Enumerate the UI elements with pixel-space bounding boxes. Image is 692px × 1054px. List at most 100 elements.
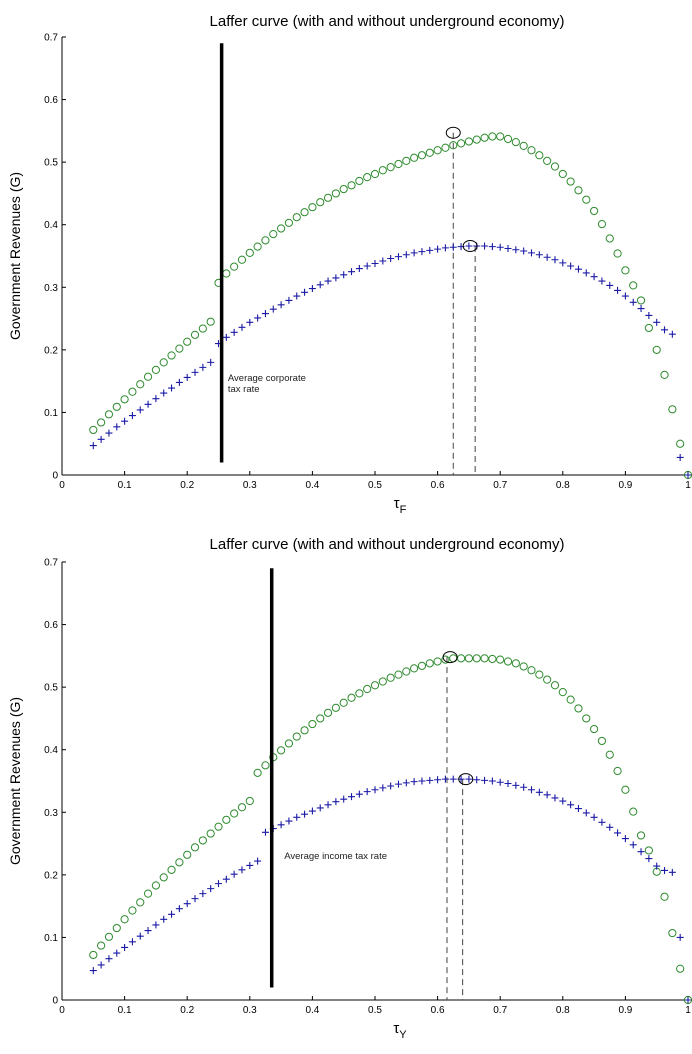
data-point-circle <box>550 162 560 171</box>
data-point-circle <box>660 892 669 901</box>
data-point-circle <box>402 156 411 165</box>
data-point-plus <box>379 784 387 792</box>
data-point-circle <box>613 766 622 776</box>
data-point-circle <box>112 402 121 411</box>
data-point-plus <box>293 292 301 300</box>
data-point-plus <box>191 895 199 903</box>
data-point-plus <box>285 817 293 825</box>
data-point-plus <box>269 305 277 313</box>
data-point-circle <box>370 681 380 690</box>
data-point-circle <box>558 688 567 697</box>
data-point-circle <box>97 941 106 950</box>
x-axis-label: τF <box>394 495 407 516</box>
data-point-circle <box>456 654 466 663</box>
data-point-plus <box>551 794 559 802</box>
data-point-circle <box>597 219 607 229</box>
data-point-circle <box>89 950 98 960</box>
x-tick-label: 0.9 <box>618 480 632 491</box>
chart-title: Laffer curve (with and without undergrou… <box>210 13 565 30</box>
data-point-circle <box>496 655 505 664</box>
data-point-plus <box>614 286 622 294</box>
data-point-circle <box>128 906 137 915</box>
data-point-plus <box>543 791 551 799</box>
data-point-plus <box>559 797 567 805</box>
data-point-plus <box>512 781 520 789</box>
data-point-plus <box>332 798 340 806</box>
y-tick-label: 0 <box>52 996 58 1007</box>
data-point-plus <box>144 400 152 408</box>
series-with-underground <box>89 654 692 1005</box>
data-point-plus <box>254 314 262 322</box>
series-without-underground <box>89 775 692 1004</box>
data-point-plus <box>426 776 434 784</box>
data-point-circle <box>143 889 153 898</box>
y-tick-label: 0.3 <box>44 808 58 819</box>
data-point-circle <box>441 655 450 664</box>
data-point-plus <box>121 417 129 425</box>
data-point-circle <box>347 181 356 190</box>
data-point-plus <box>653 862 661 870</box>
data-point-plus <box>410 778 418 786</box>
data-point-circle <box>159 358 168 367</box>
data-point-plus <box>520 247 528 255</box>
data-point-plus <box>582 269 590 277</box>
x-tick-label: 0.8 <box>556 1005 570 1016</box>
data-point-plus <box>661 866 669 874</box>
data-point-circle <box>511 138 520 147</box>
data-point-circle <box>230 809 239 818</box>
data-point-circle <box>480 133 489 142</box>
data-point-circle <box>167 351 176 360</box>
data-point-circle <box>120 395 129 404</box>
data-point-plus <box>113 949 121 957</box>
data-point-plus <box>97 435 105 443</box>
data-point-circle <box>331 703 340 712</box>
data-point-circle <box>488 654 497 664</box>
data-point-circle <box>136 898 145 907</box>
data-point-circle <box>206 317 215 326</box>
data-point-circle <box>206 829 215 838</box>
data-point-circle <box>621 266 630 275</box>
data-point-plus <box>402 779 410 787</box>
data-point-circle <box>151 881 160 890</box>
data-point-plus <box>371 786 379 794</box>
data-point-circle <box>112 923 121 933</box>
data-point-circle <box>386 673 395 682</box>
data-point-plus <box>535 788 543 796</box>
data-point-circle <box>535 151 544 160</box>
y-axis-label: Government Revenues (G) <box>7 172 23 340</box>
data-point-plus <box>285 296 293 304</box>
data-point-plus <box>301 810 309 818</box>
data-point-circle <box>394 159 403 169</box>
data-point-circle <box>644 846 653 855</box>
data-point-plus <box>144 927 152 935</box>
y-tick-label: 0.1 <box>44 933 58 944</box>
data-point-circle <box>222 815 231 824</box>
data-point-circle <box>456 139 466 148</box>
x-tick-label: 0.5 <box>368 1005 382 1016</box>
data-point-plus <box>441 244 449 252</box>
data-point-plus <box>574 805 582 813</box>
data-point-circle <box>237 255 247 264</box>
data-point-circle <box>464 654 473 663</box>
data-point-circle <box>386 163 395 172</box>
x-tick-label: 0 <box>59 480 65 491</box>
chart-title: Laffer curve (with and without undergrou… <box>210 536 565 553</box>
data-point-plus <box>441 775 449 783</box>
x-tick-label: 0.2 <box>180 1005 194 1016</box>
data-point-plus <box>676 453 684 461</box>
data-point-circle <box>644 323 653 333</box>
x-tick-label: 0.6 <box>431 480 445 491</box>
data-point-plus <box>684 471 692 479</box>
data-point-plus <box>316 281 324 289</box>
data-point-plus <box>152 395 160 403</box>
data-point-circle <box>120 915 129 924</box>
data-point-circle <box>245 796 254 806</box>
data-point-circle <box>582 195 591 204</box>
x-tick-label: 0.8 <box>556 480 570 491</box>
data-point-plus <box>520 783 528 791</box>
data-point-plus <box>128 412 136 420</box>
data-point-plus <box>332 274 340 282</box>
data-point-circle <box>104 410 114 419</box>
y-tick-label: 0.7 <box>44 33 58 44</box>
data-point-plus <box>394 253 402 261</box>
